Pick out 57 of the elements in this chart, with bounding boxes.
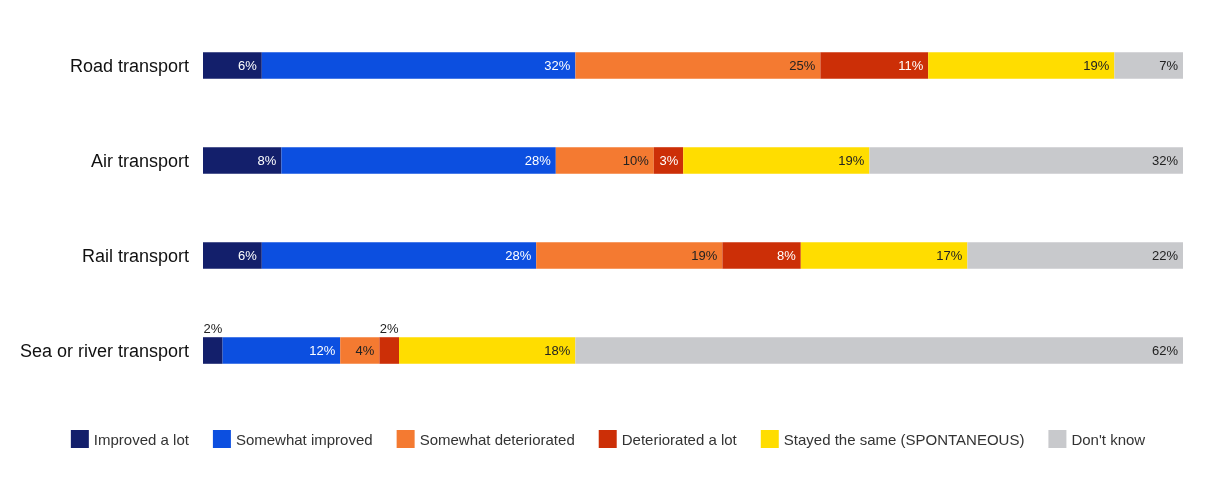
data-label: 32% xyxy=(544,58,571,73)
legend-label: Improved a lot xyxy=(93,430,190,448)
legend-label: Deteriorated a lot xyxy=(621,430,738,448)
data-label: 62% xyxy=(1151,343,1179,358)
data-label: 18% xyxy=(544,343,571,358)
y-tick-label: Sea or river transport xyxy=(19,340,189,361)
bar xyxy=(203,337,223,364)
legend-label: Don't know xyxy=(1071,430,1146,448)
data-label: 19% xyxy=(691,248,718,263)
bar xyxy=(869,147,1183,174)
bar xyxy=(536,242,723,269)
data-label: 7% xyxy=(1159,58,1179,73)
data-label: 12% xyxy=(309,343,336,358)
bar xyxy=(281,147,556,174)
legend-label: Somewhat improved xyxy=(235,430,373,448)
bar xyxy=(555,147,654,174)
data-label: 8% xyxy=(257,153,277,168)
data-label: 2% xyxy=(203,321,223,337)
data-label: 11% xyxy=(898,58,924,73)
bar xyxy=(203,242,262,269)
legend-label: Stayed the same (SPONTANEOUS) xyxy=(783,430,1025,448)
bar xyxy=(683,147,870,174)
bar xyxy=(203,147,282,174)
data-label: 6% xyxy=(238,58,258,73)
bar xyxy=(1114,52,1183,79)
bar xyxy=(722,242,801,269)
bar xyxy=(575,52,821,79)
bar xyxy=(575,337,1183,364)
y-tick-label: Road transport xyxy=(69,55,189,76)
data-label: 19% xyxy=(1083,58,1110,73)
bar xyxy=(340,337,380,364)
bar xyxy=(928,52,1115,79)
data-label: 28% xyxy=(524,153,552,168)
bar xyxy=(261,52,576,79)
data-label: 19% xyxy=(838,153,865,168)
data-label: 3% xyxy=(659,153,679,168)
y-tick-label: Rail transport xyxy=(81,245,189,266)
data-label: 22% xyxy=(1151,248,1179,263)
data-label: 28% xyxy=(505,248,532,263)
data-label: 4% xyxy=(355,343,375,358)
bar xyxy=(203,52,262,79)
data-label: 6% xyxy=(238,248,258,263)
data-label: 8% xyxy=(777,248,797,263)
data-label: 17% xyxy=(936,248,963,263)
data-label: 32% xyxy=(1151,153,1179,168)
bar xyxy=(222,337,341,364)
data-label: 10% xyxy=(622,153,650,168)
data-label: 25% xyxy=(789,58,816,73)
bar xyxy=(820,52,929,79)
data-label: 2% xyxy=(379,321,400,337)
bar xyxy=(379,337,399,364)
legend-label: Somewhat deteriorated xyxy=(419,430,575,448)
bar xyxy=(800,242,968,269)
y-tick-label: Air transport xyxy=(90,150,189,171)
bar xyxy=(399,337,576,364)
bar xyxy=(261,242,537,269)
bar xyxy=(967,242,1183,269)
